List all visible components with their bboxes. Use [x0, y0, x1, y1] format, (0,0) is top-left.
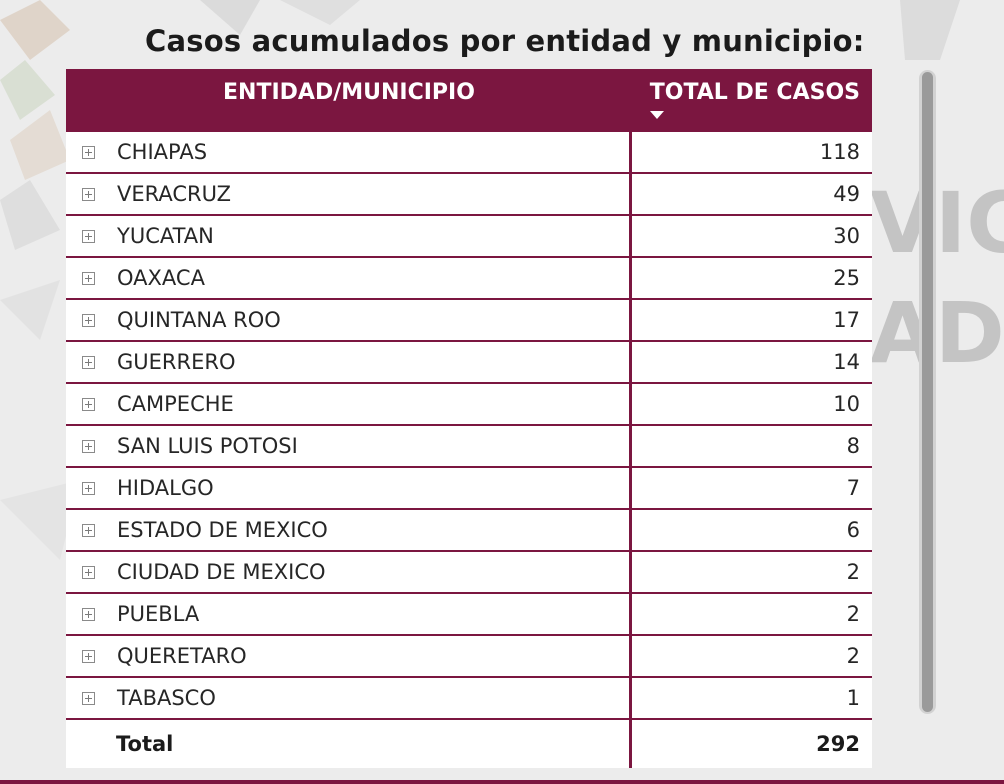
cell-entity: GUERRERO	[66, 342, 632, 382]
table-row[interactable]: CIUDAD DE MEXICO 2	[66, 552, 872, 594]
scrollbar-thumb[interactable]	[922, 72, 933, 712]
entity-name: OAXACA	[117, 266, 205, 290]
entity-name: CHIAPAS	[117, 140, 208, 164]
cell-total: 2	[846, 560, 860, 584]
entity-name: HIDALGO	[117, 476, 214, 500]
table-row[interactable]: CHIAPAS 118	[66, 132, 872, 174]
page-title: Casos acumulados por entidad y municipio…	[145, 24, 865, 58]
table-header: ENTIDAD/MUNICIPIO TOTAL DE CASOS	[66, 69, 872, 132]
cell-total: 49	[833, 182, 860, 206]
cases-table: ENTIDAD/MUNICIPIO TOTAL DE CASOS CHIAPAS…	[66, 69, 872, 768]
cell-entity: ESTADO DE MEXICO	[66, 510, 632, 550]
cell-total: 118	[819, 140, 860, 164]
cell-entity: SAN LUIS POTOSI	[66, 426, 632, 466]
cell-total: 2	[846, 602, 860, 626]
cell-total: 14	[833, 350, 860, 374]
watermark-text-2: AD	[870, 284, 1004, 382]
table-footer-total: Total 292	[66, 720, 872, 768]
table-row[interactable]: SAN LUIS POTOSI 8	[66, 426, 872, 468]
total-value: 292	[816, 732, 860, 756]
expand-plus-icon[interactable]	[82, 607, 95, 621]
cell-total: 17	[833, 308, 860, 332]
column-header-entity[interactable]: ENTIDAD/MUNICIPIO	[223, 80, 475, 105]
expand-plus-icon[interactable]	[82, 313, 95, 327]
table-row[interactable]: QUERETARO 2	[66, 636, 872, 678]
cell-total: 7	[846, 476, 860, 500]
table-row[interactable]: GUERRERO 14	[66, 342, 872, 384]
cell-entity: QUINTANA ROO	[66, 300, 632, 340]
entity-name: VERACRUZ	[117, 182, 232, 206]
column-header-total[interactable]: TOTAL DE CASOS	[632, 69, 872, 132]
table-row[interactable]: QUINTANA ROO 17	[66, 300, 872, 342]
expand-plus-icon[interactable]	[82, 187, 95, 201]
entity-name: QUERETARO	[117, 644, 247, 668]
expand-plus-icon[interactable]	[82, 397, 95, 411]
entity-name: CIUDAD DE MEXICO	[117, 560, 326, 584]
expand-plus-icon[interactable]	[82, 355, 95, 369]
expand-plus-icon[interactable]	[82, 649, 95, 663]
cell-entity: YUCATAN	[66, 216, 632, 256]
expand-plus-icon[interactable]	[82, 523, 95, 537]
expand-plus-icon[interactable]	[82, 229, 95, 243]
table-row[interactable]: TABASCO 1	[66, 678, 872, 720]
cell-entity: QUERETARO	[66, 636, 632, 676]
expand-plus-icon[interactable]	[82, 439, 95, 453]
table-row[interactable]: HIDALGO 7	[66, 468, 872, 510]
cell-total: 30	[833, 224, 860, 248]
entity-name: PUEBLA	[117, 602, 200, 626]
column-header-total-label: TOTAL DE CASOS	[649, 80, 860, 105]
entity-name: CAMPECHE	[117, 392, 234, 416]
entity-name: QUINTANA ROO	[117, 308, 281, 332]
cell-total: 6	[846, 518, 860, 542]
entity-name: ESTADO DE MEXICO	[117, 518, 328, 542]
cell-entity: TABASCO	[66, 678, 632, 718]
table-body: CHIAPAS 118 VERACRUZ 49 YUCATAN 30 OAXACA 25 QUI…	[66, 132, 872, 720]
total-label: Total	[66, 720, 632, 768]
expand-plus-icon[interactable]	[82, 145, 95, 159]
table-row[interactable]: VERACRUZ 49	[66, 174, 872, 216]
bottom-accent-bar	[0, 780, 1004, 784]
cell-entity: PUEBLA	[66, 594, 632, 634]
expand-plus-icon[interactable]	[82, 691, 95, 705]
entity-name: SAN LUIS POTOSI	[117, 434, 298, 458]
expand-plus-icon[interactable]	[82, 271, 95, 285]
cell-total: 2	[846, 644, 860, 668]
entity-name: GUERRERO	[117, 350, 236, 374]
entity-name: TABASCO	[117, 686, 216, 710]
watermark-text-1: VIC	[870, 174, 1004, 272]
cell-total: 10	[833, 392, 860, 416]
cell-total: 1	[846, 686, 860, 710]
cell-entity: OAXACA	[66, 258, 632, 298]
table-row[interactable]: YUCATAN 30	[66, 216, 872, 258]
expand-plus-icon[interactable]	[82, 565, 95, 579]
cell-entity: VERACRUZ	[66, 174, 632, 214]
entity-name: YUCATAN	[117, 224, 214, 248]
cell-entity: HIDALGO	[66, 468, 632, 508]
cell-total: 8	[846, 434, 860, 458]
cell-entity: CAMPECHE	[66, 384, 632, 424]
cell-entity: CIUDAD DE MEXICO	[66, 552, 632, 592]
table-row[interactable]: ESTADO DE MEXICO 6	[66, 510, 872, 552]
expand-plus-icon[interactable]	[82, 481, 95, 495]
cell-entity: CHIAPAS	[66, 132, 632, 172]
table-row[interactable]: PUEBLA 2	[66, 594, 872, 636]
cell-total: 25	[833, 266, 860, 290]
table-row[interactable]: OAXACA 25	[66, 258, 872, 300]
sort-descending-icon[interactable]	[650, 111, 664, 119]
table-row[interactable]: CAMPECHE 10	[66, 384, 872, 426]
